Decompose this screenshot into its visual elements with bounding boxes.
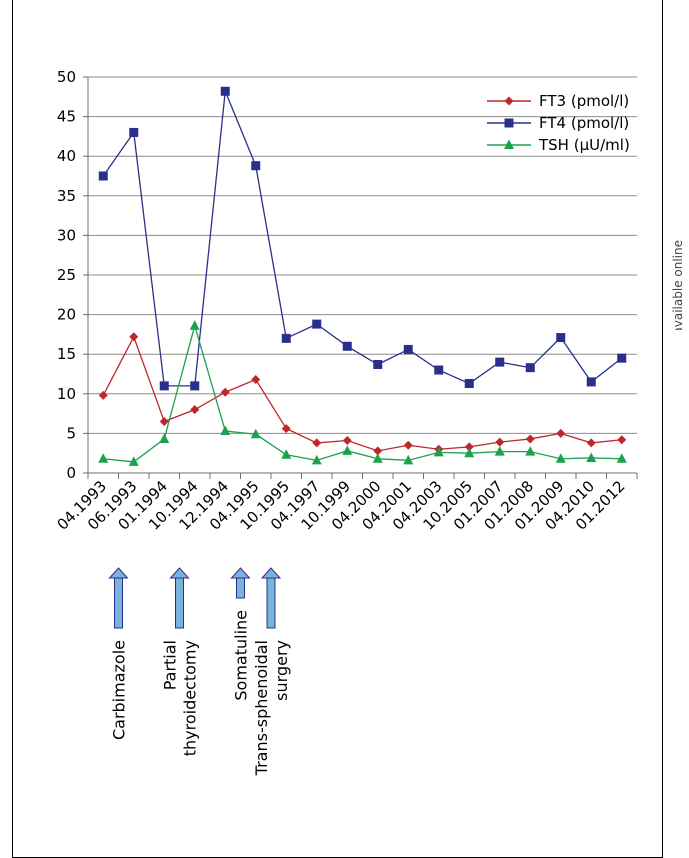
y-tick-label: 50 (57, 68, 76, 86)
data-point (312, 319, 322, 329)
y-tick-label: 15 (57, 345, 76, 363)
data-point (373, 446, 383, 456)
arrow-head (230, 567, 251, 579)
data-point (464, 442, 474, 452)
data-point (251, 161, 261, 171)
data-point (434, 365, 444, 375)
annotation-label: surgery (272, 640, 291, 701)
data-point (342, 445, 353, 455)
data-point (342, 341, 352, 351)
data-point (98, 453, 109, 463)
y-tick-label: 30 (57, 226, 76, 244)
arrow-shaft (175, 577, 184, 629)
annotation-label: Somatuline (232, 610, 251, 701)
data-point (220, 387, 230, 397)
data-point (342, 436, 352, 446)
data-point (312, 438, 322, 448)
data-point (525, 434, 535, 444)
data-point (403, 344, 413, 354)
legend-label: FT4 (pmol/l) (539, 114, 629, 132)
y-tick-label: 10 (57, 385, 76, 403)
data-point (556, 428, 566, 438)
annotation-1: Carbimazole (108, 567, 129, 740)
data-point (159, 433, 170, 443)
data-point (464, 379, 474, 389)
data-point (495, 357, 505, 367)
annotation-2: Partial thyroidectomy (161, 567, 200, 756)
series-3 (98, 320, 627, 466)
legend-label: FT3 (pmol/l) (539, 92, 629, 110)
arrow-shaft (114, 577, 123, 629)
arrow-head (169, 567, 190, 579)
y-tick-label: 5 (66, 424, 76, 442)
data-point (98, 390, 108, 400)
data-point (616, 453, 627, 463)
data-point (555, 453, 566, 463)
data-point (586, 377, 596, 387)
legend-marker (504, 96, 514, 106)
legend-marker (504, 118, 514, 128)
data-point (403, 454, 414, 465)
data-point (189, 320, 200, 330)
data-point (281, 333, 291, 343)
arrow-shaft (236, 577, 245, 599)
data-point (129, 332, 139, 342)
data-point (190, 405, 200, 415)
data-point (98, 171, 108, 181)
arrow-shaft (266, 577, 276, 629)
data-point (159, 381, 169, 391)
data-point (403, 440, 413, 450)
data-point (433, 446, 444, 457)
series-line (102, 335, 622, 452)
y-tick-label: 45 (57, 108, 76, 126)
data-point (251, 375, 261, 385)
data-point (586, 438, 596, 448)
data-point (556, 333, 566, 343)
data-point (159, 417, 169, 427)
series-2 (98, 86, 627, 391)
legend-marker (504, 139, 514, 149)
data-point (281, 424, 291, 434)
arrow-head (108, 567, 129, 579)
data-point (372, 453, 383, 463)
data-point (311, 454, 322, 465)
series-line (102, 91, 623, 387)
data-point (586, 452, 597, 462)
series-line (103, 323, 622, 463)
y-tick-label: 25 (57, 266, 76, 284)
y-tick-label: 35 (57, 187, 76, 205)
y-tick-label: 40 (57, 147, 76, 165)
annotation-label: thyroidectomy (181, 640, 200, 756)
data-point (190, 381, 200, 391)
data-point (129, 127, 139, 137)
data-point (128, 456, 139, 466)
annotation-3: Somatuline (230, 567, 251, 701)
legend: FT3 (pmol/l) FT4 (pmol/l) TSH (µU/ml) (487, 92, 630, 154)
data-point (525, 363, 535, 373)
data-point (525, 446, 536, 456)
data-point (281, 449, 292, 459)
annotation-4: Trans-sphenoidal surgery (252, 567, 291, 776)
data-point (250, 428, 261, 439)
annotation-label: Partial (161, 640, 180, 690)
data-point (617, 435, 627, 445)
data-point (495, 437, 505, 447)
data-point (220, 425, 231, 436)
data-point (464, 447, 475, 458)
data-point (494, 446, 505, 456)
data-point (373, 359, 383, 369)
arrow-head (260, 567, 282, 579)
y-tick-label: 20 (57, 306, 76, 324)
annotation-label: Trans-sphenoidal (252, 640, 271, 776)
data-point (617, 353, 627, 363)
y-tick-label: 0 (66, 464, 76, 482)
annotation-label: Carbimazole (110, 640, 129, 740)
legend-label: TSH (µU/ml) (538, 136, 630, 154)
data-point (220, 86, 230, 96)
